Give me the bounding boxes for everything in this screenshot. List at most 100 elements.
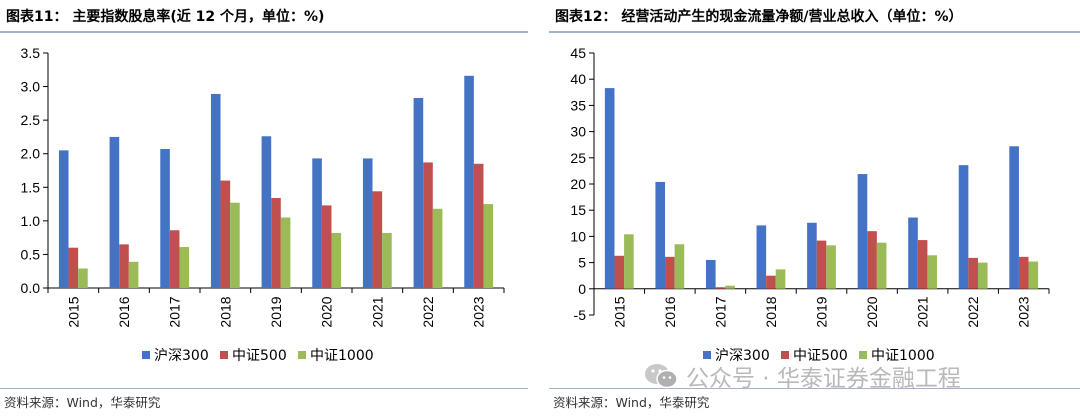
bar-2 [271,198,281,288]
bar-2 [473,163,484,288]
x-tick-label: 2021 [369,296,385,327]
legend-label: 沪深300 [154,348,209,364]
cashflow-ratio-chart: -5 0 5 10 15 20 25 30 35 40 45 2015 2016 2017 2018 2019… [570,45,1050,364]
bar-2 [968,257,978,289]
x-tick-label: 2022 [420,296,436,327]
y-tick-label: 35 [570,97,586,113]
bar-2 [321,205,332,288]
x-tick-label: 2023 [471,296,487,327]
bar-2 [220,180,231,288]
legend-label: 中证500 [232,348,287,364]
bar-3 [876,242,887,289]
bar-3 [483,204,494,288]
bar-2 [1018,256,1029,289]
y-tick-label: 0.5 [21,246,41,262]
bar-3 [331,232,342,288]
x-tick-label: 2016 [116,296,132,327]
legend-swatch [220,351,228,359]
source-note: 资料来源：Wind，华泰研究 [4,395,161,410]
dividend-yield-panel: 图表11： 主要指数股息率(近 12 个月，单位：%) 0.0 0.5 1.0 1.5… [0,0,528,419]
watermark: 公众号 · 华泰证券金融工程 [644,360,961,392]
bar-3 [1028,261,1039,289]
bar-3 [179,247,190,288]
y-tick-label: 0 [578,281,586,297]
bar-1 [413,97,424,288]
x-tick-label: 2015 [611,296,627,327]
x-tick-label: 2016 [662,296,678,327]
x-tick-label: 2017 [167,296,183,327]
legend-swatch [298,351,306,359]
bar-2 [867,231,877,289]
wechat-icon [645,364,678,389]
bar-2 [816,240,827,289]
title-divider [0,31,528,33]
footer-divider [0,388,528,389]
legend-swatch [781,351,789,359]
bar-1 [58,150,69,288]
cashflow-ratio-panel: 图表12： 经营活动产生的现金流量净额/营业总收入（单位：%） -5 0 5 10 15… [549,0,1080,419]
y-tick-label: 3.0 [21,79,41,95]
bar-3 [78,268,88,288]
y-tick-label: 3.5 [21,45,41,61]
dividend-yield-chart: 0.0 0.5 1.0 1.5 2.0 2.5 3.0 3.5 2015 2016 2017 2018… [21,45,505,364]
x-tick-label: 2018 [217,296,233,327]
bar-2 [665,256,675,289]
bar-3 [977,262,988,289]
x-tick-label: 2019 [814,296,830,327]
legend-swatch [703,351,711,359]
bar-1 [464,75,474,288]
x-tick-label: 2015 [65,296,81,327]
bar-2 [372,191,383,288]
bar-1 [261,136,272,288]
bar-2 [766,275,776,289]
bar-3 [382,232,392,288]
bar-3 [826,245,836,289]
bar-1 [857,174,868,289]
x-tick-label: 2021 [915,296,931,327]
bar-2 [715,287,726,289]
y-tick-label: 5 [578,255,586,271]
bar-2 [917,240,928,289]
bar-2 [119,244,129,288]
y-tick-label: 2.5 [21,112,41,128]
bar-1 [109,136,120,288]
watermark-text: 公众号 · 华泰证券金融工程 [686,366,961,392]
y-tick-label: 10 [570,228,586,244]
legend-label: 中证1000 [871,348,935,364]
title-divider [549,31,1080,33]
bar-2 [423,162,433,288]
y-tick-label: 2.0 [21,146,41,162]
bar-1 [655,181,666,289]
bar-3 [230,202,240,288]
bar-3 [128,261,139,288]
legend-swatch [142,351,150,359]
x-tick-label: 2018 [763,296,779,327]
y-tick-label: 45 [570,45,586,61]
bar-1 [958,165,969,289]
legend-label: 沪深300 [715,348,770,364]
y-tick-label: 1.0 [21,213,41,229]
bar-1 [807,222,817,289]
bar-1 [312,158,322,288]
x-tick-label: 2019 [268,296,284,327]
bar-2 [169,230,180,288]
source-note: 资料来源：Wind，华泰研究 [553,395,710,410]
bar-3 [624,234,634,289]
x-tick-label: 2022 [965,296,981,327]
bar-2 [614,255,625,289]
bar-1 [756,225,767,289]
bar-3 [432,208,443,288]
x-tick-label: 2020 [319,296,335,327]
legend-swatch [859,351,867,359]
bar-3 [674,244,685,289]
x-tick-label: 2023 [1016,296,1032,327]
legend-label: 中证500 [793,348,848,364]
bar-1 [1009,146,1019,289]
x-tick-label: 2020 [864,296,880,327]
bar-1 [908,217,918,289]
bar-3 [927,255,938,289]
y-tick-label: 40 [570,71,586,87]
y-tick-label: -5 [574,307,587,323]
bar-1 [210,93,221,288]
footer-divider [549,388,1080,389]
